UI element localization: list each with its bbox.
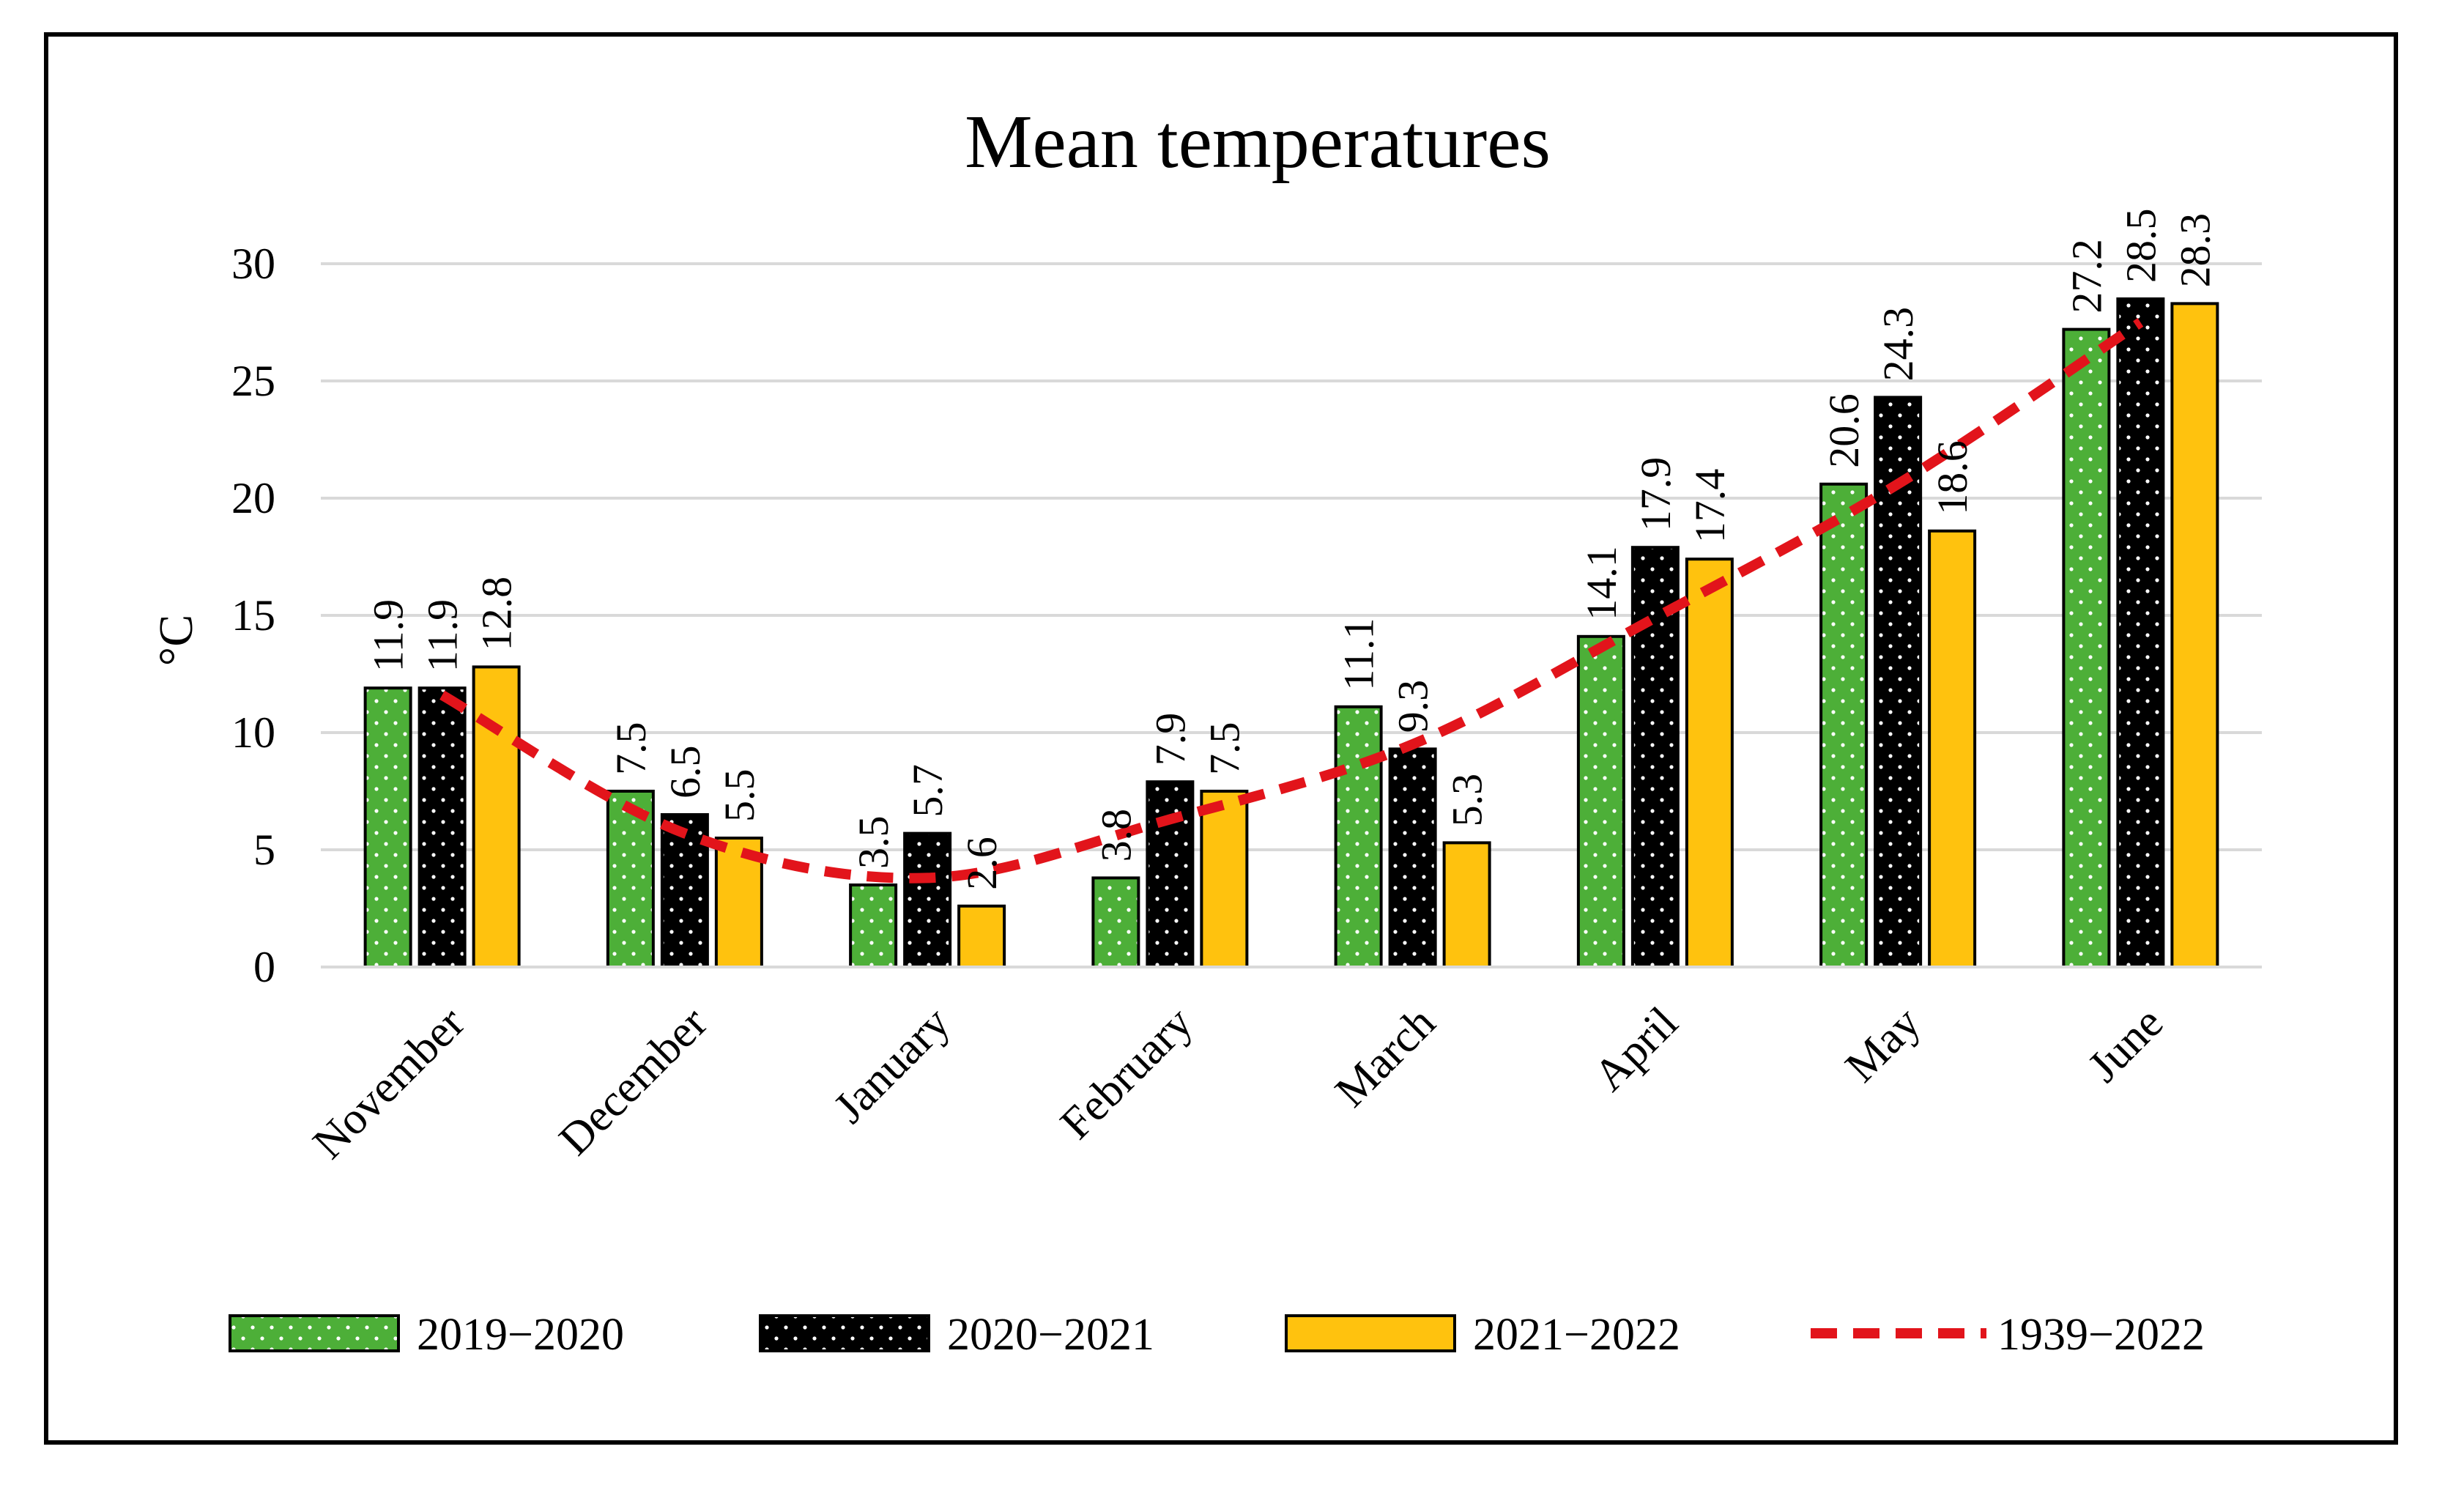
- bar: [1334, 705, 1383, 968]
- data-label: 7.5: [607, 722, 655, 776]
- bar: [363, 686, 412, 968]
- data-label: 2.6: [958, 837, 1006, 890]
- bar: [1819, 482, 1869, 968]
- bar: [1091, 876, 1140, 969]
- legend-label: 2021−2022: [1473, 1310, 1680, 1360]
- bar: [1442, 841, 1491, 969]
- legend-label: 2019−2020: [417, 1310, 624, 1360]
- data-label: 5.3: [1444, 774, 1491, 827]
- bar: [1146, 780, 1195, 969]
- x-axis: November December January February March Apri…: [303, 966, 2262, 1168]
- data-label: 17.9: [1632, 457, 1680, 532]
- legend: 2019−2020 2020−2021 2021−2022 1939−2022: [229, 1310, 2205, 1360]
- chart-title: Mean temperatures: [965, 100, 1551, 184]
- data-label: 6.5: [661, 746, 709, 799]
- x-tick-label: February: [1051, 998, 1202, 1149]
- x-tick-label: November: [303, 998, 474, 1168]
- data-label: 7.5: [1201, 722, 1248, 776]
- series-line: [439, 318, 2144, 883]
- x-tick-label: June: [2079, 998, 2172, 1092]
- data-label: 28.5: [2117, 209, 2164, 284]
- data-label: 20.6: [1820, 393, 1868, 468]
- x-tick-label: December: [550, 998, 717, 1165]
- data-label: 27.2: [2063, 239, 2110, 314]
- trend-line: [439, 318, 2144, 883]
- bar: [660, 813, 709, 968]
- legend-label: 1939−2022: [1997, 1310, 2205, 1360]
- y-tick-label: 15: [231, 591, 275, 640]
- bar: [1200, 790, 1249, 968]
- bar: [2170, 302, 2219, 968]
- data-label: 12.8: [473, 577, 521, 651]
- bar: [903, 831, 952, 968]
- y-tick-label: 30: [231, 240, 275, 288]
- y-axis-label: °C: [149, 615, 203, 666]
- y-tick-label: 5: [253, 826, 275, 874]
- data-label: 14.1: [1578, 546, 1625, 620]
- bar: [1928, 529, 1977, 968]
- y-tick-label: 20: [231, 474, 275, 522]
- bar: [1685, 557, 1734, 968]
- y-tick-label: 10: [231, 708, 275, 757]
- legend-swatch: [229, 1314, 400, 1352]
- data-label: 11.9: [419, 599, 467, 672]
- data-label: 17.4: [1686, 469, 1734, 544]
- bar: [1388, 747, 1437, 969]
- data-label: 3.8: [1092, 809, 1140, 862]
- x-tick-label: April: [1584, 998, 1688, 1101]
- bar: [849, 883, 898, 968]
- bar: [472, 665, 521, 969]
- bar: [418, 686, 467, 968]
- x-tick-label: May: [1836, 998, 1930, 1092]
- data-label: 18.6: [1929, 440, 1976, 515]
- data-labels: 11.9 11.9 12.87.5 6.5 5.53.55.72.63.87.9 7.51…: [365, 209, 2219, 890]
- chart-frame: Mean temperatures 0 5 10 15 20 25 30 °C 11.9 11…: [44, 32, 2398, 1445]
- bar: [2116, 297, 2165, 968]
- bars: [363, 297, 2219, 969]
- y-tick-label: 0: [253, 943, 275, 991]
- data-label: 3.5: [850, 816, 897, 870]
- data-label: 11.1: [1335, 618, 1383, 690]
- bar: [2062, 327, 2111, 969]
- y-axis: 0 5 10 15 20 25 30: [231, 240, 275, 991]
- data-label: 5.5: [716, 769, 763, 823]
- data-label: 9.3: [1389, 680, 1437, 733]
- legend-label: 2020−2021: [947, 1310, 1154, 1360]
- bar: [1576, 634, 1625, 968]
- x-tick-label: March: [1326, 998, 1445, 1117]
- bar: [1874, 396, 1923, 968]
- data-label: 11.9: [365, 599, 412, 672]
- legend-swatch: [759, 1314, 930, 1352]
- data-label: 28.3: [2171, 213, 2219, 288]
- y-tick-label: 25: [231, 357, 275, 405]
- x-tick-label: January: [825, 998, 960, 1133]
- data-label: 7.9: [1146, 713, 1194, 766]
- bar: [957, 904, 1006, 969]
- legend-swatch: [1285, 1314, 1456, 1352]
- data-label: 5.7: [904, 764, 951, 818]
- data-label: 24.3: [1874, 307, 1922, 382]
